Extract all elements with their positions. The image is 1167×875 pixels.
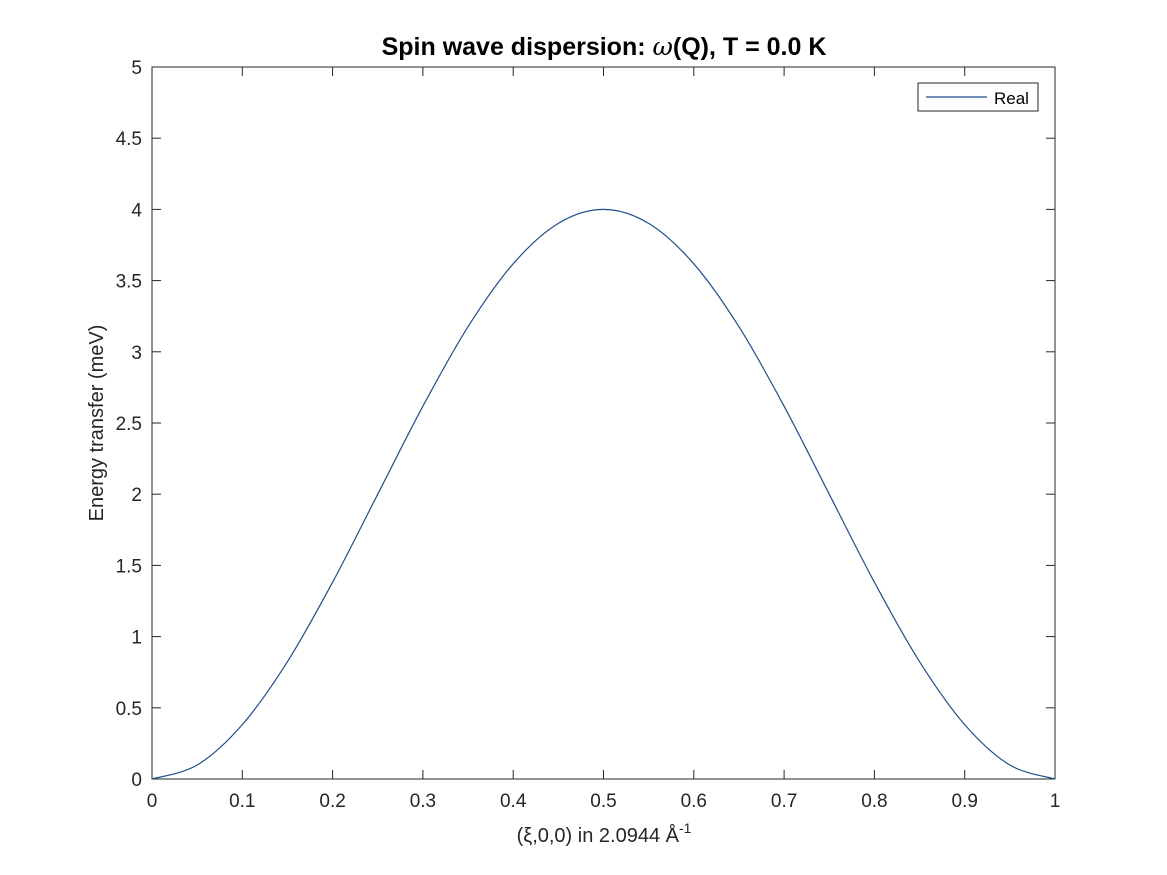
x-tick-label: 0.7: [771, 791, 797, 812]
x-tick-label: 0.1: [229, 791, 255, 812]
y-tick-label: 5: [131, 58, 142, 79]
x-tick-label: 0: [147, 791, 158, 812]
y-axis-label: Energy transfer (meV): [86, 325, 108, 522]
y-tick-label: 2.5: [116, 414, 142, 435]
y-tick-label: 2: [131, 485, 142, 506]
y-tick-labels: 0 0.5 1 1.5 2 2.5 3 3.5 4 4.5 5: [116, 58, 143, 791]
series-line-real: [151, 208, 1056, 780]
x-tick-label: 0.3: [410, 791, 436, 812]
x-tick-label: 0.8: [861, 791, 887, 812]
y-tick-label: 3: [131, 343, 142, 364]
x-tick-labels: 0 0.1 0.2 0.3 0.4 0.5 0.6 0.7 0.8 0.9 1: [147, 791, 1061, 812]
x-tick-label: 0.4: [500, 791, 527, 812]
y-tick-label: 4.5: [116, 129, 142, 150]
axis-ticks: [151, 66, 1056, 780]
legend-label-real: Real: [994, 89, 1029, 108]
y-tick-label: 1.5: [116, 556, 142, 577]
y-tick-label: 0: [131, 770, 142, 791]
plot-area: [151, 66, 1056, 780]
x-axis-label: (ξ,0,0) in 2.0944 Å-1: [517, 820, 692, 847]
y-tick-label: 3.5: [116, 272, 142, 293]
x-tick-label: 1: [1050, 791, 1061, 812]
y-tick-label: 4: [131, 200, 142, 221]
x-tick-label: 0.9: [951, 791, 977, 812]
y-tick-label: 1: [131, 628, 142, 649]
x-tick-label: 0.2: [319, 791, 345, 812]
legend: Real: [917, 82, 1039, 112]
chart-title: Spin wave dispersion: ω(Q), T = 0.0 K: [382, 32, 827, 61]
x-tick-label: 0.6: [681, 791, 707, 812]
x-tick-label: 0.5: [590, 791, 616, 812]
y-tick-label: 0.5: [116, 699, 142, 720]
